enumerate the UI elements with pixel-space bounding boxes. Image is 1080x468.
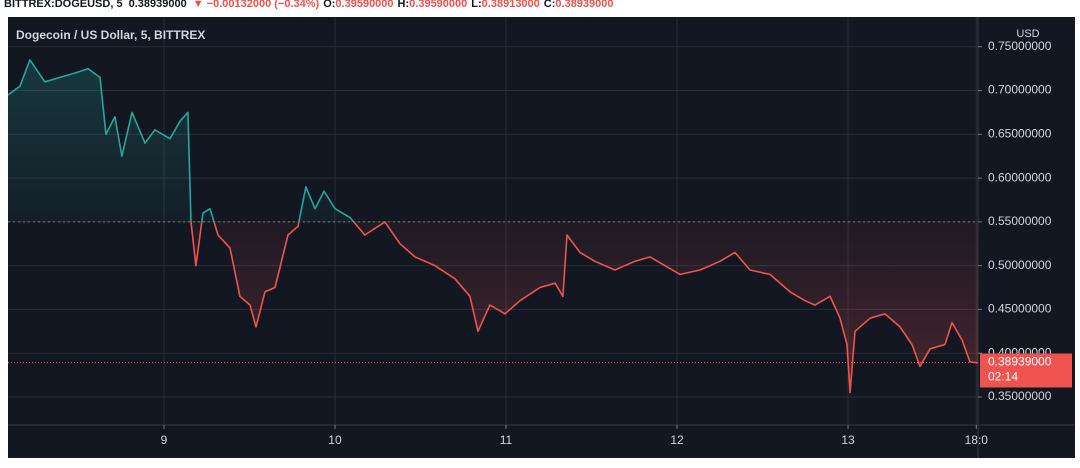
ohlc-key: C: [544, 0, 556, 10]
ohlc-key: H: [398, 0, 410, 10]
ohlc-key: O: [323, 0, 335, 10]
x-tick-label: 18:0 [965, 433, 989, 447]
symbol-info: BITTREX:DOGEUSD, 5 [4, 0, 123, 10]
y-tick-label: 0.55000000 [988, 214, 1052, 228]
change-value: ▼ −0.00132000 (−0.34%) [193, 0, 320, 10]
y-tick-label: 0.35000000 [988, 389, 1052, 403]
last-price-box [980, 353, 1072, 388]
y-tick-label: 0.50000000 [988, 258, 1052, 272]
x-tick-label: 11 [500, 433, 513, 447]
y-tick-label: 0.45000000 [988, 302, 1052, 316]
last-price-label: 0.38939000 [988, 355, 1052, 369]
x-tick-label: 13 [841, 433, 855, 447]
currency-label: USD [1016, 28, 1039, 40]
chart-title: Dogecoin / US Dollar, 5, BITTREX [16, 28, 205, 42]
x-tick-label: 10 [328, 433, 342, 447]
y-tick-label: 0.75000000 [988, 39, 1052, 53]
last-value: 0.38939000 [129, 0, 187, 10]
x-tick-label: 12 [670, 433, 684, 447]
y-tick-label: 0.70000000 [988, 83, 1052, 97]
countdown-label: 02:14 [988, 370, 1018, 384]
ohlc-value: 0.39590000 [335, 0, 393, 10]
price-line [8, 59, 978, 394]
ohlc-value: 0.38939000 [555, 0, 613, 10]
y-tick-label: 0.65000000 [988, 126, 1052, 140]
baseline-area [8, 59, 978, 393]
ohlc-value: 0.39590000 [409, 0, 467, 10]
ohlc-key: L: [471, 0, 481, 10]
x-tick-label: 9 [161, 433, 168, 447]
ohlc-value: 0.38913000 [482, 0, 540, 10]
y-tick-label: 0.60000000 [988, 170, 1052, 184]
